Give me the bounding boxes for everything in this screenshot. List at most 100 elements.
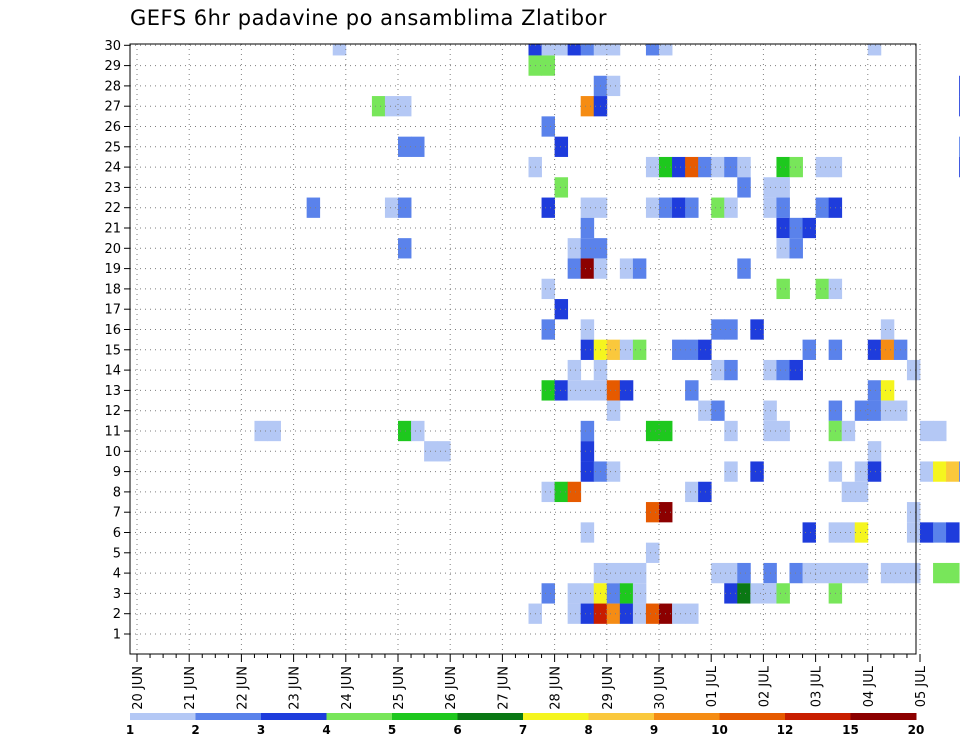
heatmap-cell	[867, 44, 882, 56]
heatmap-cell	[645, 420, 660, 442]
heatmap-cell	[711, 197, 725, 218]
heatmap-cell	[619, 339, 634, 360]
legend-label: 8	[584, 723, 592, 737]
heatmap-cell	[645, 197, 660, 218]
heatmap-cell	[384, 96, 399, 117]
heatmap-cell	[685, 339, 699, 360]
heatmap-cell	[711, 156, 725, 178]
y-tick-label: 13	[104, 384, 121, 399]
heatmap-cell	[750, 319, 764, 340]
y-tick-label: 24	[104, 161, 121, 176]
heatmap-cell	[867, 339, 882, 360]
heatmap-cell	[946, 562, 960, 584]
heatmap-cell	[802, 339, 816, 360]
heatmap-cell	[593, 44, 608, 56]
heatmap-cell	[776, 278, 790, 300]
y-tick-label: 25	[104, 140, 121, 155]
heatmap-cell	[737, 177, 751, 198]
y-tick-label: 10	[104, 445, 121, 460]
heatmap-cell	[880, 400, 895, 421]
legend-swatch	[588, 713, 655, 720]
y-tick-label: 3	[113, 587, 121, 602]
heatmap-cell	[776, 177, 790, 198]
x-tick-label: 23 JUN	[288, 666, 303, 710]
heatmap-cell	[541, 55, 555, 76]
heatmap-cell	[698, 339, 712, 360]
y-tick-label: 21	[104, 222, 121, 237]
heatmap-cell	[933, 420, 947, 442]
heatmap-cell	[802, 562, 816, 584]
heatmap-cell	[580, 461, 595, 482]
heatmap-cell	[672, 603, 686, 624]
heatmap-cell	[541, 319, 555, 340]
heatmap-cell	[685, 197, 699, 218]
heatmap-cell	[541, 380, 555, 401]
heatmap-cell	[776, 583, 790, 604]
x-tick-label: 30 JUN	[653, 666, 668, 710]
x-tick-label: 25 JUN	[392, 666, 407, 710]
heatmap-cell	[854, 461, 869, 482]
heatmap-cell	[580, 238, 595, 259]
heatmap-cell	[541, 197, 555, 218]
heatmap-cell	[567, 258, 582, 279]
heatmap-cell	[867, 400, 882, 421]
heatmap-cell	[554, 380, 569, 401]
heatmap-cell	[541, 116, 555, 137]
legend-label: 20	[908, 723, 925, 737]
heatmap-cell	[867, 380, 882, 401]
heatmap-cell	[580, 96, 595, 117]
x-tick-label: 05 JUL	[914, 665, 929, 707]
y-tick-label: 7	[113, 506, 121, 521]
grid-lines	[130, 44, 921, 654]
x-tick-label: 28 JUN	[549, 666, 564, 710]
heatmap-cell	[685, 380, 699, 401]
heatmap-cell	[698, 400, 712, 421]
x-tick-label: 03 JUL	[810, 665, 825, 707]
heatmap-cell	[580, 583, 595, 604]
legend-swatch	[392, 713, 458, 720]
heatmap-cell	[841, 562, 856, 584]
heatmap-cell	[554, 44, 569, 56]
legend-swatch	[261, 713, 327, 720]
x-tick-label: 26 JUN	[444, 666, 459, 710]
legend-swatch	[523, 713, 589, 720]
heatmap-cell	[685, 603, 699, 624]
heatmap-cell	[645, 542, 660, 563]
heatmap-cell	[815, 156, 830, 178]
heatmap-cell	[567, 481, 582, 503]
heatmap-cell	[580, 420, 595, 442]
y-tick-label: 17	[104, 303, 121, 318]
heatmap-cell	[789, 562, 803, 584]
y-tick-label: 1	[113, 628, 121, 643]
plot-frame	[129, 43, 917, 655]
heatmap-cell	[737, 562, 751, 584]
heatmap-cell	[737, 258, 751, 279]
heatmap-cell	[737, 156, 751, 178]
x-tick-label: 27 JUN	[496, 666, 511, 710]
heatmap-cell	[371, 96, 386, 117]
heatmap-cell	[580, 44, 595, 56]
heatmap-cell	[685, 156, 699, 178]
x-axis: 20 JUN 21 JUN 22 JUN 23 JUN 24 JUN 25 JUN 26 J…	[131, 654, 929, 710]
heatmap-cell	[437, 441, 451, 462]
legend-label: 2	[191, 723, 199, 737]
heatmap-cell	[867, 461, 882, 482]
heatmap-cell	[880, 380, 895, 401]
heatmap-cell	[554, 481, 569, 503]
heatmap-cell	[567, 238, 582, 259]
heatmap-cell	[906, 359, 921, 381]
heatmap-cell	[606, 339, 621, 360]
legend-label: 9	[650, 723, 658, 737]
legend-swatch	[654, 713, 720, 720]
legend-label: 3	[257, 723, 265, 737]
heatmap-cell	[411, 136, 425, 157]
heatmap-cell	[750, 461, 764, 482]
heatmap-cell	[567, 603, 582, 624]
y-tick-label: 5	[113, 546, 121, 561]
y-tick-label: 2	[113, 607, 121, 622]
heatmap-cell	[580, 319, 595, 340]
y-tick-label: 12	[104, 404, 121, 419]
heatmap-cell	[776, 217, 790, 239]
heatmap-cell	[645, 156, 660, 178]
